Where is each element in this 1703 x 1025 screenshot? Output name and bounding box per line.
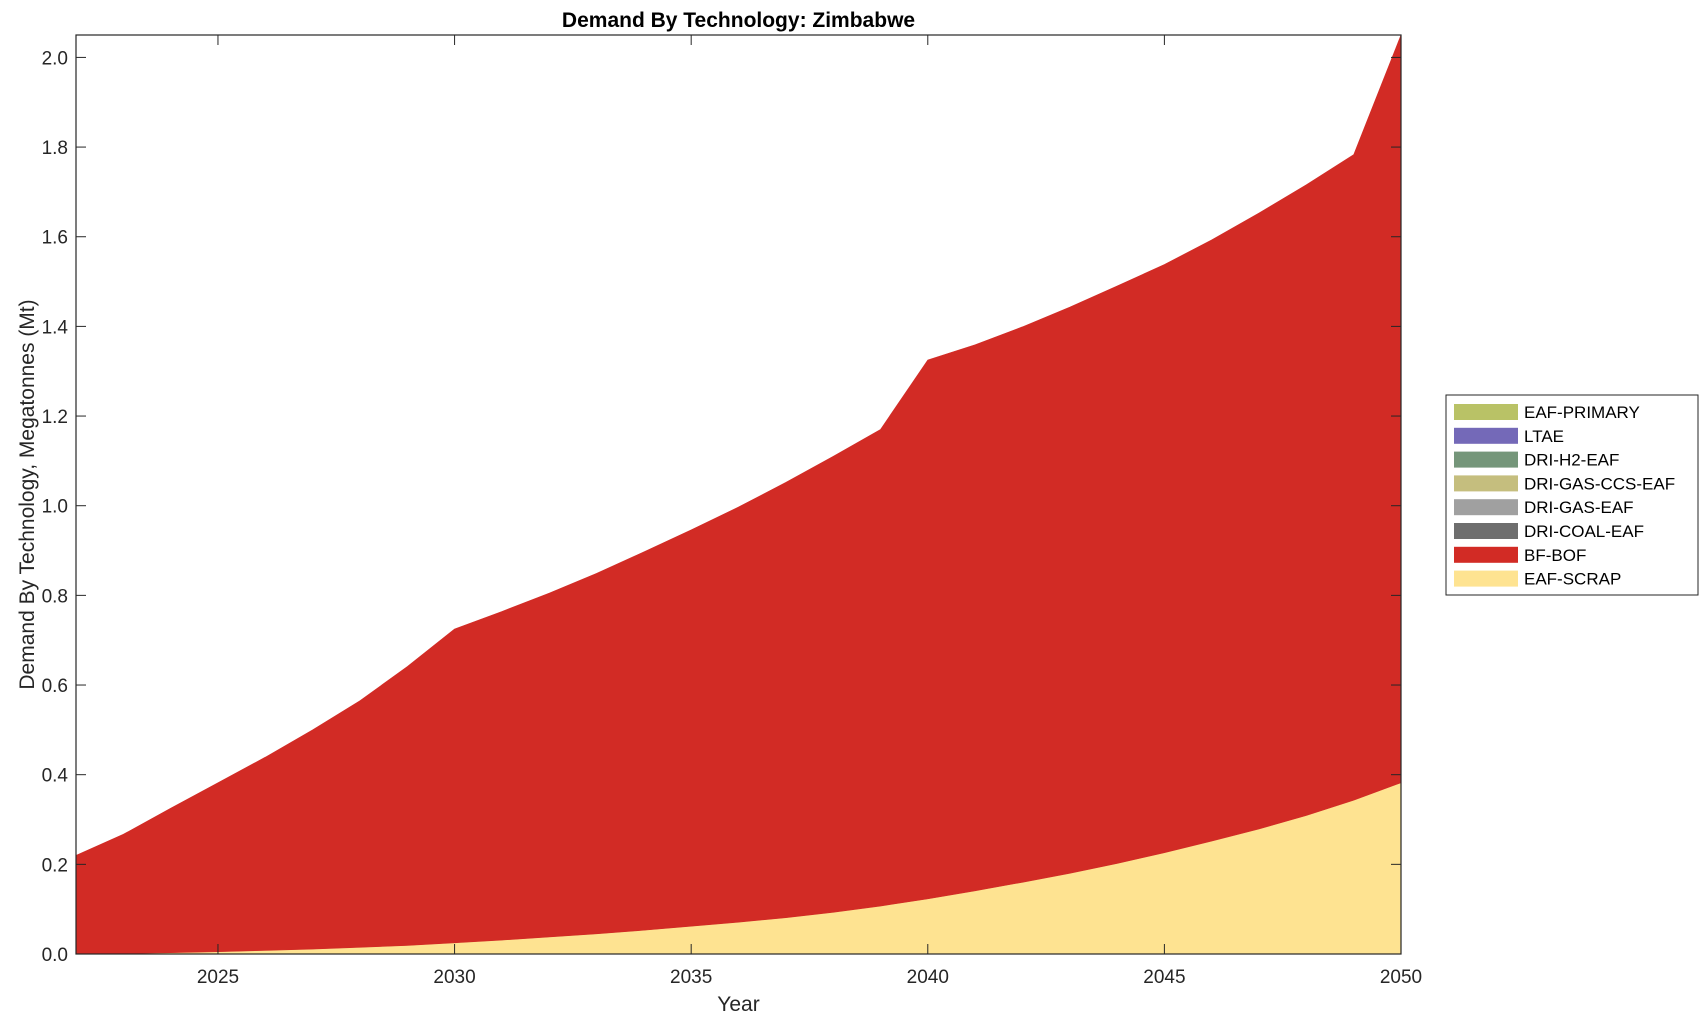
legend-entry-label: DRI-GAS-CCS-EAF: [1524, 474, 1675, 493]
legend-entry-label: LTAE: [1524, 427, 1564, 446]
y-tick-label: 1.2: [42, 407, 68, 428]
legend-swatch: [1454, 523, 1518, 539]
legend-box: [1445, 394, 1699, 596]
legend-entry-label: EAF-SCRAP: [1524, 570, 1621, 589]
legend-swatch: [1454, 451, 1518, 468]
y-tick-label: 1.6: [42, 228, 68, 249]
legend-entry-label: DRI-GAS-EAF: [1524, 498, 1634, 517]
y-tick-label: 0.8: [42, 586, 68, 607]
x-tick-label: 2045: [1143, 967, 1185, 988]
x-axis-label: Year: [717, 993, 759, 1016]
legend-swatch: [1454, 546, 1518, 563]
x-tick-label: 2050: [1380, 967, 1422, 988]
y-tick-label: 0.6: [42, 676, 68, 697]
y-tick-label: 0.4: [42, 766, 69, 787]
y-tick-label: 1.8: [42, 138, 68, 159]
y-tick-label: 2.0: [42, 48, 68, 69]
legend-entry-label: EAF-PRIMARY: [1524, 403, 1640, 422]
chart-title: Demand By Technology: Zimbabwe: [562, 9, 915, 32]
y-tick-label: 1.0: [42, 497, 68, 518]
y-tick-label: 0.2: [42, 855, 68, 876]
legend: EAF-PRIMARY LTAE DRI-H2-EAF DRI-GAS-CCS-EAF…: [1445, 394, 1699, 596]
legend-swatch: [1454, 427, 1518, 444]
legend-entry-label: DRI-H2-EAF: [1524, 451, 1619, 470]
x-tick-label: 2035: [670, 967, 712, 988]
y-tick-label: 0.0: [42, 945, 68, 966]
legend-entry-label: DRI-COAL-EAF: [1524, 522, 1644, 541]
legend-swatch: [1454, 570, 1518, 587]
legend-entry-label: BF-BOF: [1524, 546, 1586, 565]
tick-layer: 2025 2030 2035 2040 2045 2050 0.0 0.2 0.4 0.6 0.8 1…: [42, 35, 1422, 988]
x-tick-label: 2030: [433, 967, 475, 988]
y-axis-label: Demand By Technology, Megatonnes (Mt): [16, 299, 39, 689]
y-tick-label: 1.4: [42, 317, 69, 338]
x-tick-label: 2025: [197, 967, 239, 988]
legend-swatch: [1454, 475, 1518, 492]
x-tick-label: 2040: [907, 967, 949, 988]
legend-swatch: [1454, 404, 1518, 420]
plot-frame: [75, 34, 1402, 955]
legend-swatch: [1454, 499, 1518, 516]
